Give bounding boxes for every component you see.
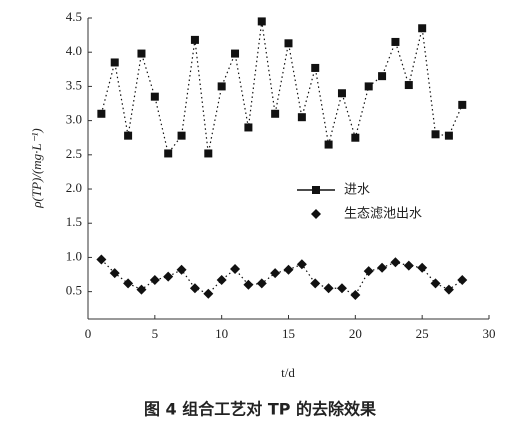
- marker: [97, 109, 106, 118]
- marker: [284, 39, 293, 48]
- marker: [417, 262, 428, 273]
- y-tick-label: 4.5: [66, 9, 82, 24]
- x-tick-label: 0: [85, 326, 92, 341]
- marker: [164, 149, 173, 158]
- marker: [110, 58, 119, 67]
- marker: [124, 131, 133, 140]
- marker: [203, 288, 214, 299]
- legend-marker: [312, 186, 320, 194]
- x-tick-label: 30: [483, 326, 496, 341]
- x-tick-label: 10: [215, 326, 228, 341]
- y-tick-label: 2.0: [66, 180, 82, 195]
- y-tick-label: 4.0: [66, 43, 82, 58]
- x-tick-label: 25: [416, 326, 429, 341]
- marker: [149, 275, 160, 286]
- marker: [443, 284, 454, 295]
- legend-label: 进水: [344, 183, 370, 198]
- marker: [363, 266, 374, 277]
- marker: [270, 268, 281, 279]
- marker: [96, 254, 107, 265]
- marker: [378, 72, 387, 81]
- marker: [323, 283, 334, 294]
- marker: [457, 275, 468, 286]
- series-line: [100, 21, 463, 155]
- marker: [404, 81, 413, 90]
- marker: [297, 113, 306, 122]
- x-tick-label: 20: [349, 326, 362, 341]
- marker: [444, 131, 453, 140]
- marker: [431, 130, 440, 139]
- marker: [377, 262, 388, 273]
- marker: [216, 275, 227, 286]
- y-axis-label: ρ(TP)/(mg·L⁻¹): [29, 128, 44, 208]
- marker: [244, 123, 253, 132]
- marker: [403, 260, 414, 271]
- marker: [391, 37, 400, 46]
- y-tick-label: 1.0: [66, 248, 82, 263]
- x-tick-label: 5: [152, 326, 159, 341]
- y-tick-label: 2.5: [66, 146, 82, 161]
- marker: [311, 63, 320, 72]
- marker: [136, 284, 147, 295]
- marker: [109, 268, 120, 279]
- marker: [217, 82, 226, 91]
- marker: [231, 49, 240, 58]
- marker: [350, 290, 361, 301]
- marker: [271, 109, 280, 118]
- marker: [243, 279, 254, 290]
- marker: [204, 149, 213, 158]
- x-tick-label: 15: [282, 326, 295, 341]
- marker: [458, 100, 467, 109]
- marker: [256, 278, 267, 289]
- marker: [176, 264, 187, 275]
- marker: [150, 92, 159, 101]
- marker: [283, 264, 294, 275]
- marker: [177, 131, 186, 140]
- marker: [390, 257, 401, 268]
- marker: [190, 35, 199, 44]
- marker: [137, 49, 146, 58]
- legend-marker: [311, 209, 321, 219]
- marker: [123, 278, 134, 289]
- x-axis-label: t/d: [281, 365, 295, 380]
- marker: [337, 89, 346, 98]
- marker: [189, 283, 200, 294]
- marker: [351, 133, 360, 142]
- marker: [418, 24, 427, 33]
- marker: [163, 271, 174, 282]
- y-tick-label: 0.5: [66, 283, 82, 298]
- marker: [324, 140, 333, 149]
- marker: [257, 17, 266, 26]
- y-tick-label: 1.5: [66, 214, 82, 229]
- marker: [364, 82, 373, 91]
- caption: 图 4 组合工艺对 TP 的去除效果: [144, 400, 376, 419]
- legend-label: 生态滤池出水: [344, 207, 422, 222]
- marker: [296, 259, 307, 270]
- marker: [430, 278, 441, 289]
- y-tick-label: 3.5: [66, 77, 82, 92]
- marker: [230, 264, 241, 275]
- marker: [310, 278, 321, 289]
- marker: [336, 283, 347, 294]
- y-tick-label: 3.0: [66, 112, 82, 127]
